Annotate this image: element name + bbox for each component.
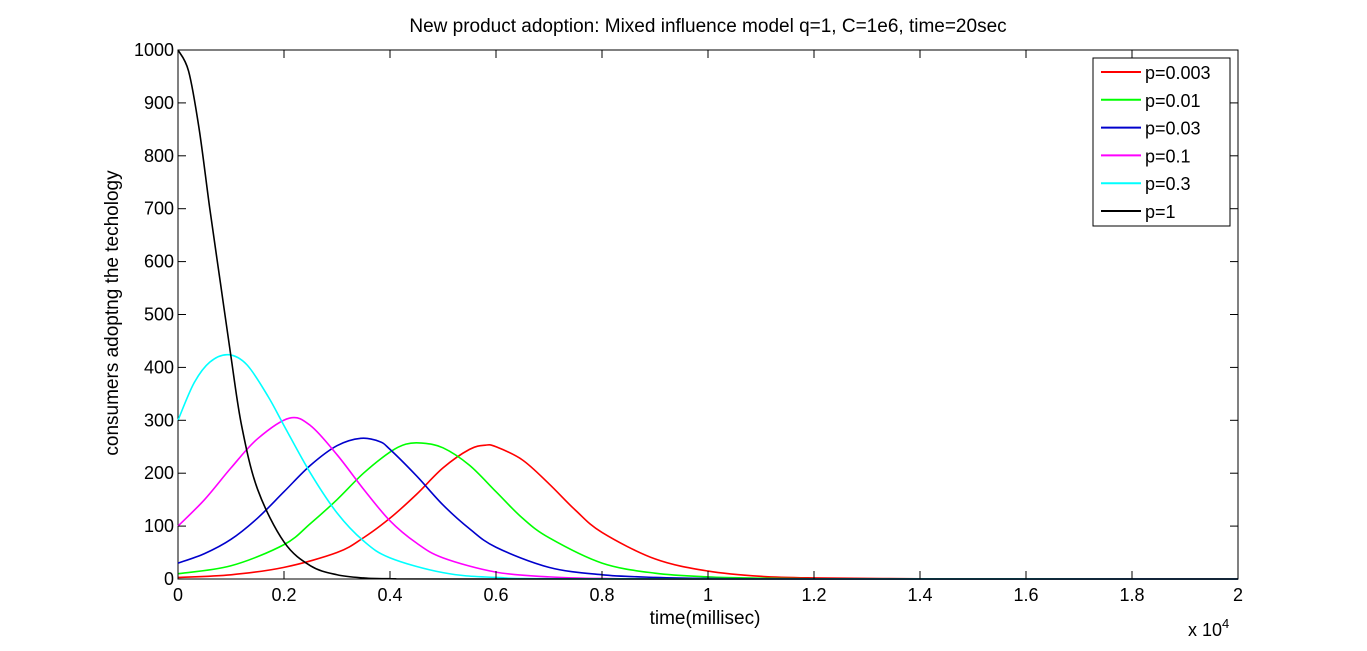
y-axis-label: consumers adoptng the techology: [102, 170, 123, 456]
x-axis-label: time(millisec): [650, 608, 761, 629]
x-tick-label: 2: [1233, 585, 1243, 605]
y-tick-label: 100: [144, 516, 174, 536]
chart-title: New product adoption: Mixed influence mo…: [409, 16, 1006, 37]
y-tick-label: 800: [144, 146, 174, 166]
y-tick-label: 1000: [134, 40, 174, 60]
x-tick-label: 1.6: [1013, 585, 1038, 605]
legend-label: p=0.01: [1145, 91, 1201, 111]
x-tick-label: 0.8: [589, 585, 614, 605]
legend-label: p=0.3: [1145, 174, 1191, 194]
legend-label: p=0.003: [1145, 63, 1211, 83]
x-tick-label: 1.4: [907, 585, 932, 605]
legend-items: p=0.003 p=0.01 p=0.03 p=0.1 p=0.3 p=1: [1101, 63, 1211, 222]
x-tick-label: 0.6: [483, 585, 508, 605]
x-tick-label: 0.4: [377, 585, 402, 605]
y-tick-label: 400: [144, 357, 174, 377]
legend: p=0.003 p=0.01 p=0.03 p=0.1 p=0.3 p=1: [1092, 57, 1231, 227]
legend-label: p=0.1: [1145, 146, 1191, 166]
y-tick-label: 900: [144, 93, 174, 113]
y-tick-label: 200: [144, 463, 174, 483]
x-tick-label: 1.8: [1119, 585, 1144, 605]
y-tick-label: 300: [144, 410, 174, 430]
axis-ticks: 0 0.2 0.4 0.6 0.8 1 1.2 1.4 1.6 1.8 2 0 100 200 300 400…: [134, 40, 1243, 605]
x-axis-multiplier: x 104: [1188, 616, 1229, 640]
x-axis-multiplier-base: x 10: [1188, 620, 1222, 640]
y-tick-label: 600: [144, 252, 174, 272]
x-tick-label: 0: [173, 585, 183, 605]
x-axis-multiplier-exponent: 4: [1222, 616, 1229, 631]
y-tick-label: 500: [144, 305, 174, 325]
x-tick-label: 1.2: [801, 585, 826, 605]
x-tick-label: 1: [703, 585, 713, 605]
series-line-6: [177, 49, 1238, 580]
legend-label: p=1: [1145, 202, 1176, 222]
y-tick-label: 0: [164, 569, 174, 589]
x-tick-label: 0.2: [271, 585, 296, 605]
legend-label: p=0.03: [1145, 119, 1201, 139]
legend-box: [1092, 57, 1231, 227]
y-tick-label: 700: [144, 199, 174, 219]
